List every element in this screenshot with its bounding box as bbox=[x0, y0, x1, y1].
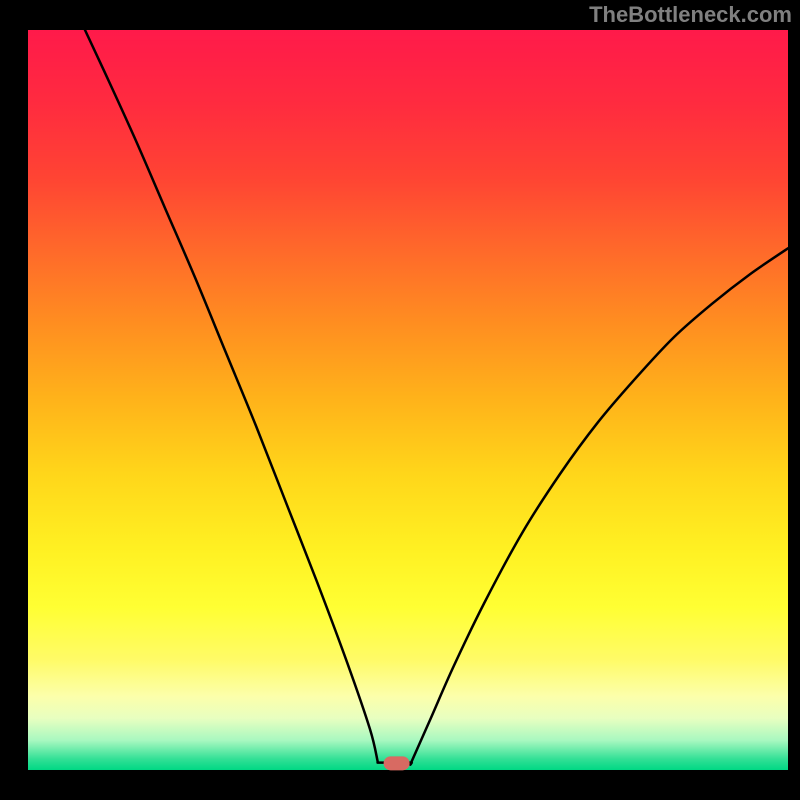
optimum-marker bbox=[384, 756, 410, 770]
bottleneck-chart bbox=[0, 0, 800, 800]
watermark-text: TheBottleneck.com bbox=[589, 2, 792, 28]
plot-background bbox=[28, 30, 788, 770]
chart-container: TheBottleneck.com bbox=[0, 0, 800, 800]
